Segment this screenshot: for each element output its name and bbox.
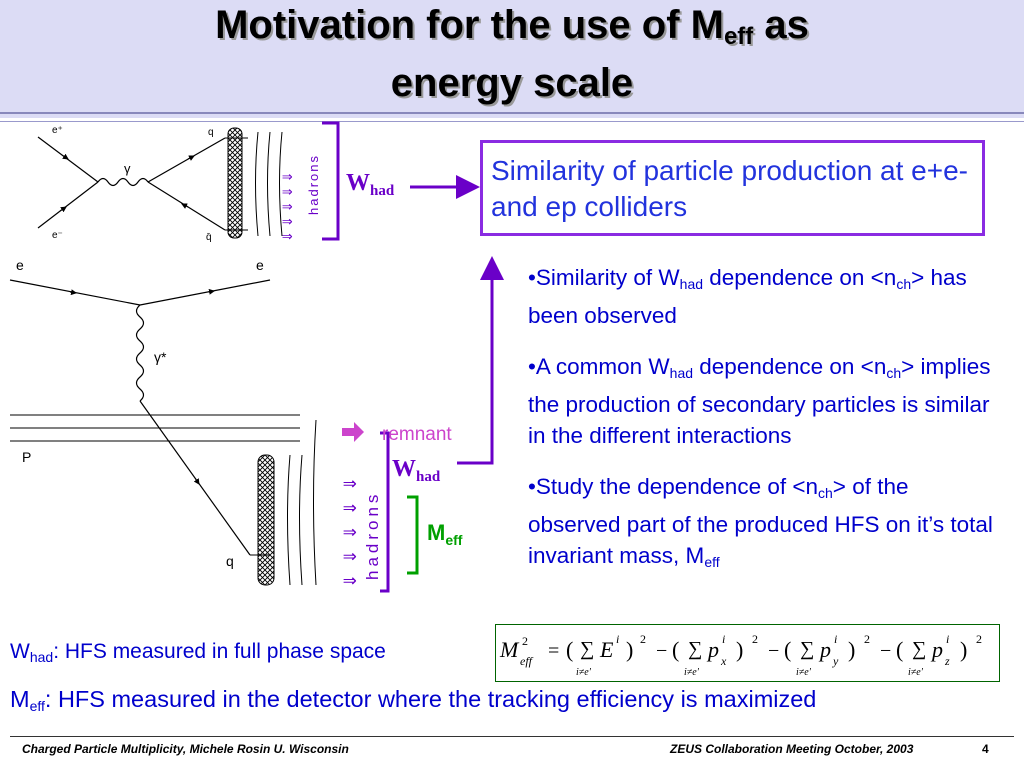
remnant-label: remnant	[382, 424, 452, 445]
svg-text:p: p	[818, 637, 831, 662]
svg-text:): )	[960, 637, 967, 662]
svg-text:p: p	[930, 637, 943, 662]
ep-e-out-label: e	[256, 257, 264, 273]
ep-hadrons-label: hadrons	[363, 491, 382, 580]
svg-text:(: (	[784, 637, 791, 662]
meff-label: Meff	[427, 520, 463, 548]
epem-hadron-arrows: ⇓⇓⇓⇓⇓	[280, 168, 295, 242]
svg-text:∑: ∑	[912, 638, 926, 660]
svg-text:i≠e′: i≠e′	[908, 667, 924, 678]
title-text-1: Motivation for the use of M	[215, 3, 724, 47]
svg-text:): )	[626, 637, 633, 662]
epem-eplus-label: e⁺	[52, 125, 63, 136]
svg-text:−: −	[880, 640, 891, 662]
svg-text:∑: ∑	[580, 638, 594, 660]
title-underline	[0, 112, 1024, 114]
epem-qbar-label: q̄	[206, 232, 212, 243]
footer-divider	[10, 736, 1014, 737]
svg-text:2: 2	[752, 632, 758, 646]
ep-p-label: P	[22, 449, 31, 465]
page-title: Motivation for the use of Meff as energy…	[0, 2, 1024, 106]
epem-eminus-label: e⁻	[52, 230, 63, 241]
meff-definition: Meff: HFS measured in the detector where…	[10, 686, 817, 714]
svg-text:i: i	[946, 632, 949, 646]
svg-text:∑: ∑	[800, 638, 814, 660]
epem-eplus-line	[37, 136, 99, 183]
svg-text:=: =	[548, 640, 559, 662]
meff-bracket	[407, 495, 419, 575]
svg-text:2: 2	[864, 632, 870, 646]
svg-text:x: x	[720, 654, 727, 668]
svg-text:2: 2	[522, 634, 528, 648]
ep-e-in-label: e	[16, 257, 24, 273]
svg-text:E: E	[599, 637, 614, 662]
epem-arrow-1	[61, 153, 69, 160]
bullet-2: •A common Whad dependence on <nch> impli…	[528, 354, 991, 448]
ep-hadron-arrows: ⇓⇓⇓⇓⇓	[341, 467, 360, 588]
svg-text:y: y	[832, 654, 839, 668]
page-number: 4	[982, 742, 989, 756]
similarity-box: Similarity of particle production at e+e…	[480, 140, 985, 236]
epem-hadronization-blob	[227, 127, 243, 239]
title-subscript: eff	[723, 23, 754, 50]
epem-photon	[97, 177, 149, 187]
svg-text:p: p	[706, 637, 719, 662]
ep-hadronization-blob	[257, 454, 275, 586]
svg-text:2: 2	[976, 632, 982, 646]
svg-text:(: (	[672, 637, 679, 662]
epem-hadrons-label: hadrons	[306, 154, 321, 215]
epem-gamma-label: γ	[124, 161, 131, 176]
svg-text:2: 2	[640, 632, 646, 646]
svg-text:M: M	[499, 637, 520, 662]
whad-bracket-top	[322, 121, 480, 241]
svg-text:∑: ∑	[688, 638, 702, 660]
svg-text:−: −	[656, 640, 667, 662]
ep-proton-lines	[10, 414, 300, 442]
ep-diagram	[9, 279, 364, 586]
epem-quark	[147, 137, 226, 183]
epem-eminus-line	[37, 181, 99, 229]
title-text-3: energy scale	[390, 61, 634, 105]
ep-electron-out	[139, 279, 271, 306]
whad-label-bottom: Whad	[392, 456, 441, 485]
title-text-2: as	[753, 3, 809, 47]
svg-text:−: −	[768, 640, 779, 662]
svg-text:i: i	[722, 632, 725, 646]
bullet-list: •Similarity of Whad dependence on <nch> …	[528, 262, 998, 598]
whad-definition: Whad: HFS measured in full phase space	[10, 640, 386, 665]
remnant-arrow	[342, 422, 364, 442]
ep-q-label: q	[226, 553, 234, 569]
ep-virtual-photon	[135, 304, 145, 402]
svg-text:): )	[848, 637, 855, 662]
bullet-1: •Similarity of Whad dependence on <nch> …	[528, 265, 967, 328]
svg-text:z: z	[944, 654, 950, 668]
whad-label-top: Whad	[346, 170, 395, 199]
footer-meeting: ZEUS Collaboration Meeting October, 2003	[670, 742, 914, 756]
meff-formula: M 2 eff = ( ∑ i≠e′ E i ) 2 − ( ∑ i≠e′ p …	[495, 624, 1000, 682]
epem-diagram	[37, 127, 283, 239]
whad-bracket-bottom	[380, 256, 504, 593]
svg-text:): )	[736, 637, 743, 662]
epem-arrow-2	[59, 206, 67, 213]
ep-gamma-label: γ*	[154, 349, 167, 365]
svg-text:i≠e′: i≠e′	[576, 667, 592, 678]
svg-text:eff: eff	[520, 654, 534, 668]
title-bar	[0, 0, 1024, 121]
svg-text:i≠e′: i≠e′	[796, 667, 812, 678]
epem-q-label: q	[208, 127, 214, 138]
svg-text:i≠e′: i≠e′	[684, 667, 700, 678]
svg-text:(: (	[896, 637, 903, 662]
svg-text:i: i	[834, 632, 837, 646]
svg-text:(: (	[566, 637, 573, 662]
svg-text:i: i	[616, 632, 619, 646]
footer-author: Charged Particle Multiplicity, Michele R…	[22, 742, 349, 756]
bullet-3: •Study the dependence of <nch> of the ob…	[528, 474, 993, 570]
